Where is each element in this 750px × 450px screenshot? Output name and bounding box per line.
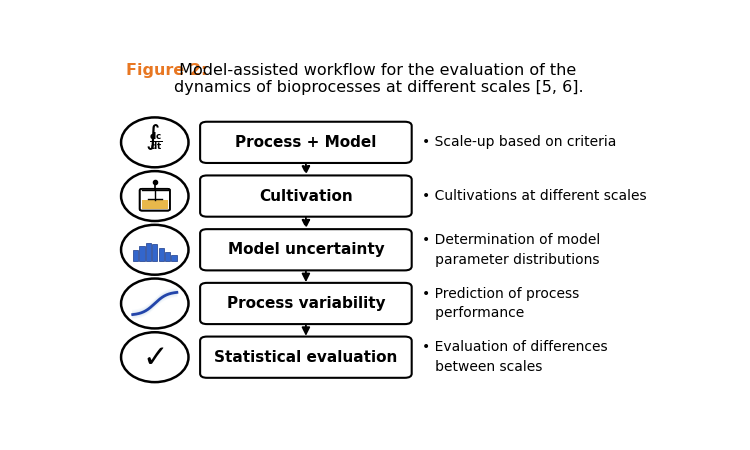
FancyBboxPatch shape bbox=[200, 229, 412, 270]
Text: ✓: ✓ bbox=[142, 344, 167, 374]
FancyBboxPatch shape bbox=[200, 283, 412, 324]
Text: Process variability: Process variability bbox=[226, 296, 386, 311]
Bar bbox=[152, 244, 157, 261]
Text: • Evaluation of differences
   between scales: • Evaluation of differences between scal… bbox=[422, 341, 608, 374]
Text: • Determination of model
   parameter distributions: • Determination of model parameter distr… bbox=[422, 233, 601, 266]
Text: Cultivation: Cultivation bbox=[259, 189, 352, 203]
Bar bbox=[133, 251, 138, 261]
Ellipse shape bbox=[121, 332, 188, 382]
Bar bbox=[158, 248, 164, 261]
Text: Model-assisted workflow for the evaluation of the
dynamics of bioprocesses at di: Model-assisted workflow for the evaluati… bbox=[174, 63, 584, 95]
Text: • Scale-up based on criteria: • Scale-up based on criteria bbox=[422, 135, 616, 149]
Text: $\int$: $\int$ bbox=[145, 122, 160, 152]
FancyBboxPatch shape bbox=[140, 189, 170, 211]
Bar bbox=[146, 243, 151, 261]
Text: Statistical evaluation: Statistical evaluation bbox=[214, 350, 398, 365]
Bar bbox=[171, 255, 176, 261]
Text: Process + Model: Process + Model bbox=[236, 135, 376, 150]
Ellipse shape bbox=[121, 279, 188, 328]
Text: Figure 2:: Figure 2: bbox=[126, 63, 207, 78]
Text: • Prediction of process
   performance: • Prediction of process performance bbox=[422, 287, 580, 320]
Text: Model uncertainty: Model uncertainty bbox=[227, 242, 384, 257]
FancyBboxPatch shape bbox=[200, 122, 412, 163]
Bar bbox=[165, 252, 170, 261]
Ellipse shape bbox=[121, 171, 188, 221]
FancyBboxPatch shape bbox=[200, 176, 412, 217]
Bar bbox=[140, 246, 145, 261]
FancyBboxPatch shape bbox=[200, 337, 412, 378]
Ellipse shape bbox=[121, 117, 188, 167]
Ellipse shape bbox=[121, 225, 188, 274]
Text: • Cultivations at different scales: • Cultivations at different scales bbox=[422, 189, 646, 203]
Bar bbox=[142, 199, 167, 209]
Text: $\frac{\mathbf{dc}}{\mathbf{dt}}$: $\frac{\mathbf{dc}}{\mathbf{dt}}$ bbox=[149, 130, 163, 152]
